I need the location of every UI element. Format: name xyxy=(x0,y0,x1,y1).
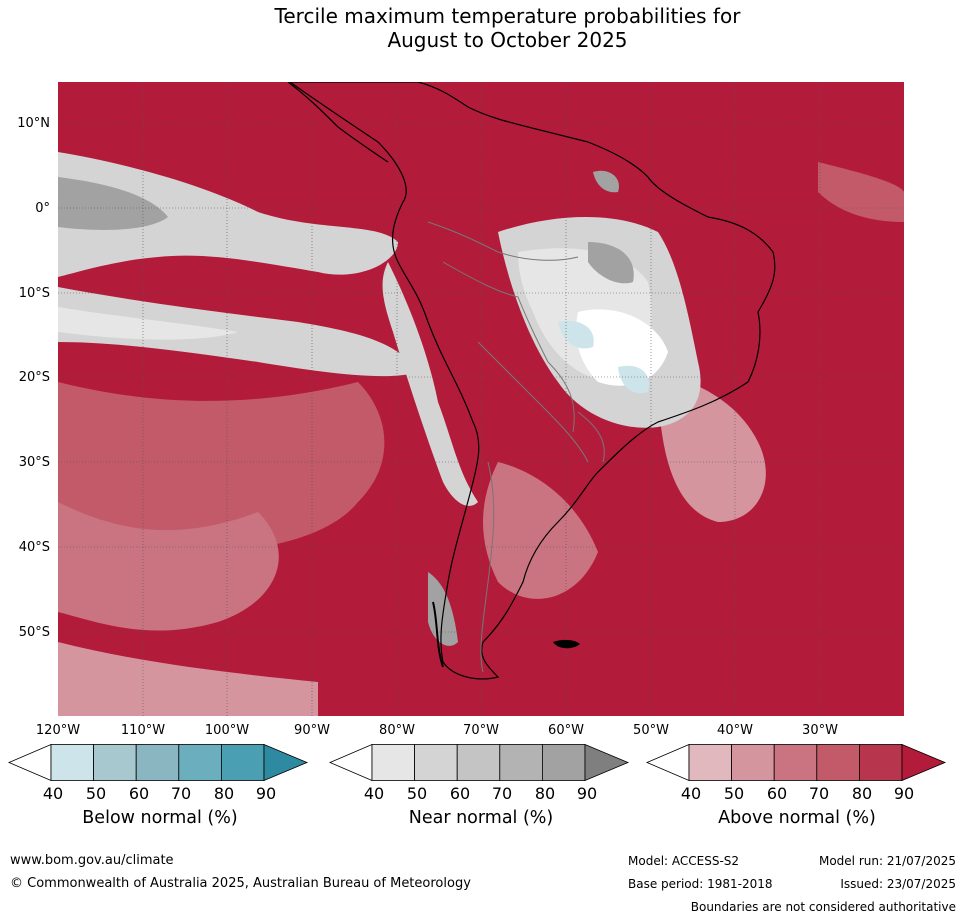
above-normal-title: Above normal (%) xyxy=(718,808,876,828)
footer-issued: Issued: 23/07/2025 xyxy=(840,877,956,891)
footer-base-period: Base period: 1981-2018 xyxy=(628,877,773,891)
above-colorbar-low-extend xyxy=(646,744,690,781)
above-normal-colorbar xyxy=(646,744,947,781)
lat-label-0: 0° xyxy=(35,201,50,216)
near-normal-title: Near normal (%) xyxy=(408,808,554,828)
lat-label-40s: 40°S xyxy=(18,540,50,555)
map-svg xyxy=(58,82,904,716)
near-colorbar-high-extend xyxy=(584,744,630,781)
country-borders xyxy=(427,221,605,673)
near-colorbar-bin-5 xyxy=(541,744,586,781)
probability-map xyxy=(58,82,904,716)
near-tick-80: 80 xyxy=(534,784,556,803)
above-tick-50: 50 xyxy=(723,784,745,803)
lon-label-70w: 70°W xyxy=(463,723,499,738)
near-tick-70: 70 xyxy=(491,784,513,803)
falkland-islands xyxy=(553,639,580,649)
guiana-grey-patch xyxy=(593,170,619,193)
near-tick-40: 40 xyxy=(363,784,385,803)
above-colorbar-bin-4 xyxy=(816,744,860,781)
below-tick-90: 90 xyxy=(255,784,277,803)
patagonia-red-region xyxy=(483,462,598,599)
near-colorbar-bin-1 xyxy=(371,744,415,781)
lat-label-20s: 20°S xyxy=(18,370,50,385)
central-america-coastline xyxy=(287,82,389,163)
above-70-region xyxy=(58,382,385,552)
below-colorbar-bin-1 xyxy=(50,744,94,781)
near-tick-50: 50 xyxy=(406,784,428,803)
lat-label-10n: 10°N xyxy=(17,116,50,131)
map-gridlines xyxy=(58,82,904,716)
lon-label-100w: 100°W xyxy=(204,723,250,738)
below-tick-80: 80 xyxy=(213,784,235,803)
patagonia-grey-patch xyxy=(428,572,458,646)
above-colorbar-bin-2 xyxy=(731,744,775,781)
above-tick-60: 60 xyxy=(766,784,788,803)
near-colorbar-bin-4 xyxy=(499,744,543,781)
title-line-2: August to October 2025 xyxy=(387,28,628,52)
andes-near-normal-strip xyxy=(382,262,478,506)
below-normal-patch-1 xyxy=(558,320,594,349)
below-colorbar-bin-4 xyxy=(178,744,222,781)
above-colorbar-bin-5 xyxy=(858,744,903,781)
near-normal-50-band xyxy=(58,307,238,340)
lon-label-30w: 30°W xyxy=(802,723,838,738)
chile-archipelago xyxy=(432,601,444,668)
atlantic-red-patch xyxy=(818,162,904,222)
lon-label-50w: 50°W xyxy=(633,723,669,738)
lat-label-50s: 50°S xyxy=(18,625,50,640)
below-tick-60: 60 xyxy=(128,784,150,803)
near-normal-band-north xyxy=(58,152,398,277)
below-normal-title: Below normal (%) xyxy=(82,808,238,828)
below-tick-40: 40 xyxy=(42,784,64,803)
amazon-grey-patch xyxy=(588,242,634,284)
above-tick-80: 80 xyxy=(851,784,873,803)
near-colorbar-bin-3 xyxy=(456,744,501,781)
brazil-white-patch xyxy=(576,309,668,386)
south-america-coastline xyxy=(288,82,776,680)
above-60-region xyxy=(58,502,279,631)
below-normal-colorbar xyxy=(8,744,309,781)
below-colorbar-bin-3 xyxy=(135,744,180,781)
chart-title: Tercile maximum temperature probabilitie… xyxy=(0,4,965,52)
below-colorbar-high-extend xyxy=(263,744,309,781)
lat-label-10s: 10°S xyxy=(18,286,50,301)
near-normal-colorbar xyxy=(329,744,630,781)
near-colorbar-low-extend xyxy=(329,744,373,781)
lat-label-30s: 30°S xyxy=(18,455,50,470)
footer-model: Model: ACCESS-S2 xyxy=(628,854,740,868)
near-colorbar-bin-2 xyxy=(414,744,458,781)
above-colorbar-bin-1 xyxy=(688,744,732,781)
above-colorbar-bin-3 xyxy=(773,744,818,781)
title-line-1: Tercile maximum temperature probabilitie… xyxy=(274,4,741,28)
below-colorbar-low-extend xyxy=(8,744,52,781)
footer-disclaimer: Boundaries are not considered authoritat… xyxy=(690,900,956,914)
near-normal-band-south xyxy=(58,287,418,377)
lon-label-110w: 110°W xyxy=(120,723,166,738)
below-tick-70: 70 xyxy=(170,784,192,803)
footer-copyright: © Commonwealth of Australia 2025, Austra… xyxy=(10,876,471,891)
above-colorbar-high-extend xyxy=(901,744,947,781)
above-tick-70: 70 xyxy=(808,784,830,803)
above-tick-40: 40 xyxy=(680,784,702,803)
south-pacific-pink xyxy=(58,642,318,716)
lon-label-120w: 120°W xyxy=(35,723,81,738)
below-colorbar-bin-2 xyxy=(93,744,137,781)
near-normal-90-patch xyxy=(58,177,168,230)
near-tick-60: 60 xyxy=(449,784,471,803)
lon-label-60w: 60°W xyxy=(548,723,584,738)
lon-label-80w: 80°W xyxy=(379,723,415,738)
near-tick-90: 90 xyxy=(576,784,598,803)
below-normal-patch-2 xyxy=(618,365,649,394)
below-colorbar-bin-5 xyxy=(220,744,265,781)
above-tick-90: 90 xyxy=(893,784,915,803)
footer-url[interactable]: www.bom.gov.au/climate xyxy=(10,853,174,868)
lon-label-40w: 40°W xyxy=(717,723,753,738)
lon-label-90w: 90°W xyxy=(294,723,330,738)
below-tick-50: 50 xyxy=(85,784,107,803)
footer-model-run: Model run: 21/07/2025 xyxy=(818,854,956,868)
